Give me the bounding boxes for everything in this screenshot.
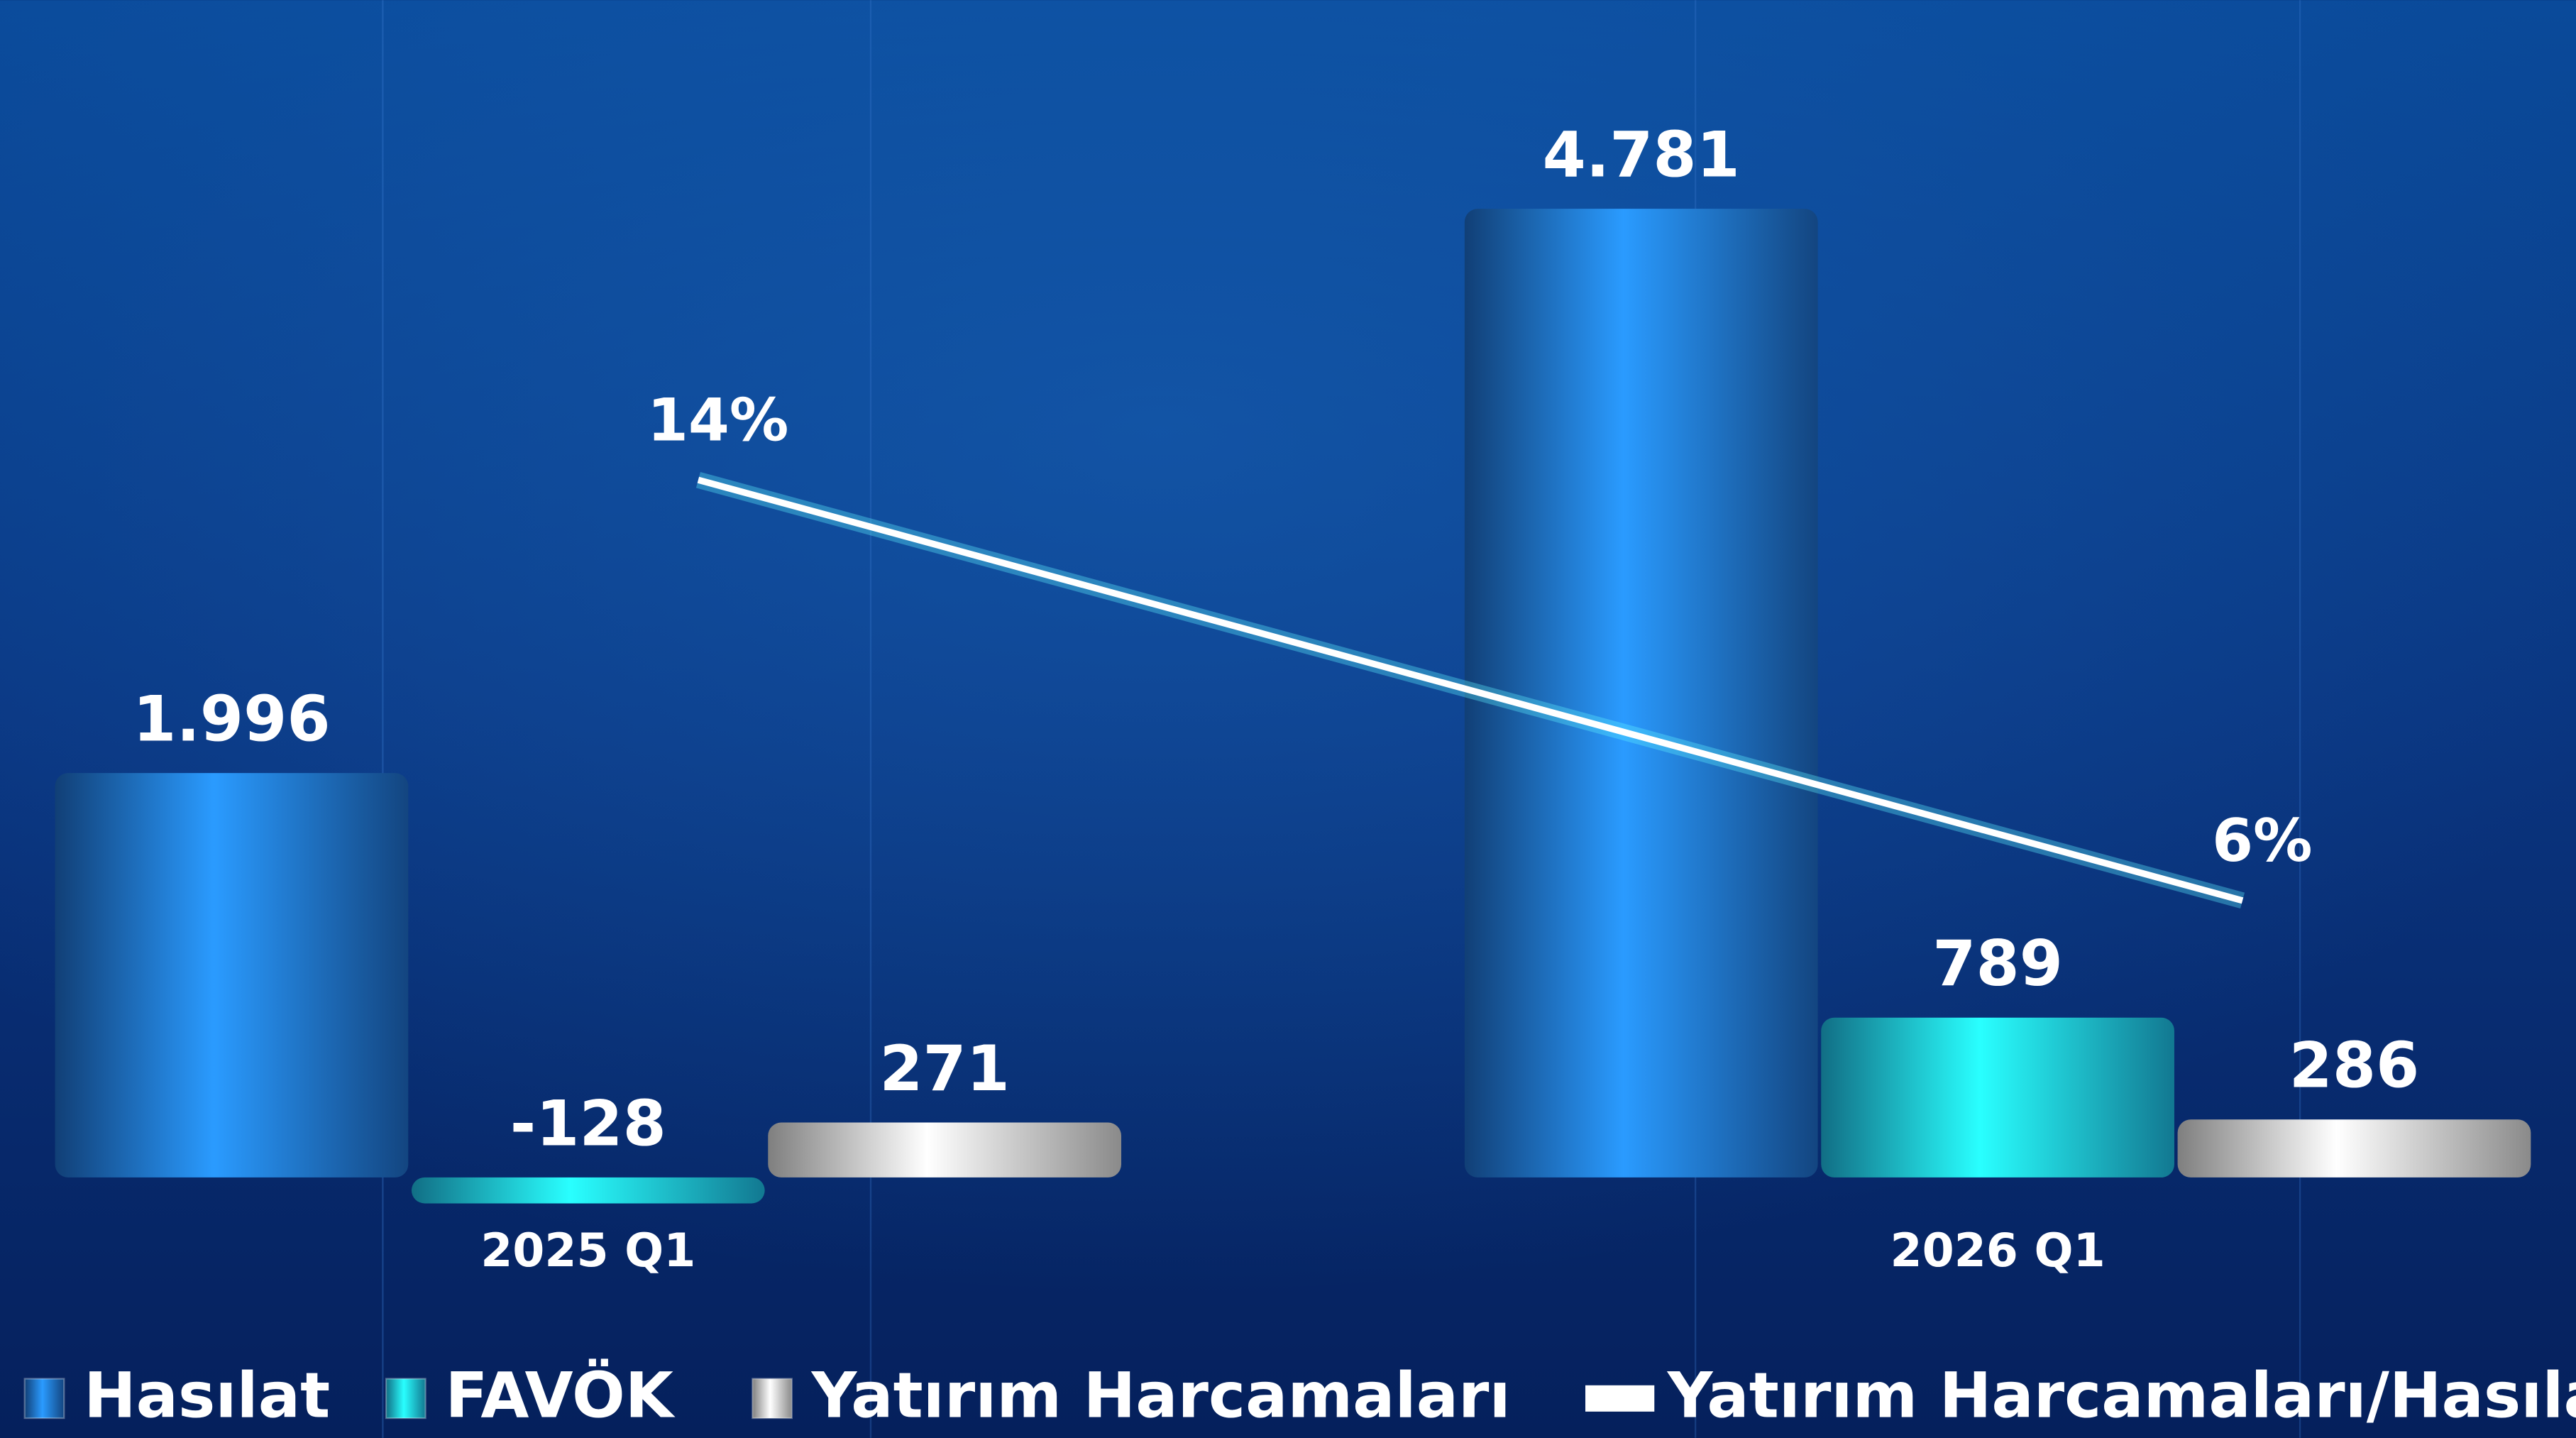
bar — [55, 773, 409, 1178]
data-label: 271 — [879, 1032, 1010, 1105]
legend-swatch — [752, 1378, 793, 1420]
bar — [411, 1177, 765, 1204]
legend-label: FAVÖK — [445, 1359, 675, 1432]
bar — [2177, 1119, 2531, 1178]
legend-swatch — [1585, 1385, 1655, 1412]
line-label: 6% — [2212, 806, 2312, 875]
legend-label: Yatırım Harcamaları — [811, 1359, 1511, 1432]
bar — [768, 1122, 1122, 1178]
data-label: 789 — [1932, 927, 2063, 1000]
data-label: 4.781 — [1543, 119, 1740, 192]
line-label: 14% — [647, 385, 788, 454]
line — [697, 476, 2244, 904]
data-label: 286 — [2289, 1029, 2420, 1102]
legend-label: Yatırım Harcamaları/Hasılat — [1667, 1359, 2576, 1432]
bar — [1464, 209, 1818, 1178]
x-tick-label: 2026 Q1 — [1890, 1224, 2106, 1278]
bar — [1821, 1017, 2174, 1178]
legend-label: Hasılat — [84, 1359, 330, 1432]
legend-swatch — [23, 1378, 65, 1420]
data-label: 1.996 — [133, 683, 330, 756]
data-label: -128 — [510, 1087, 666, 1160]
legend-swatch — [385, 1378, 426, 1420]
x-tick-label: 2025 Q1 — [480, 1224, 695, 1278]
